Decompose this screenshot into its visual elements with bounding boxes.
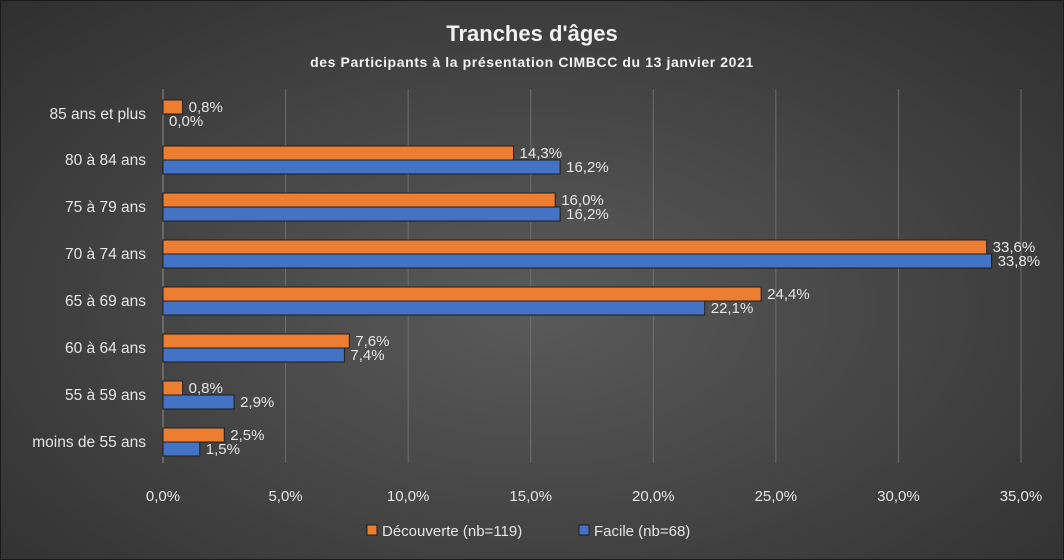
data-label: 16,2%: [566, 206, 609, 223]
data-label: 7,6%: [355, 333, 389, 350]
x-tick-label: 15,0%: [509, 488, 552, 505]
data-label: 33,6%: [993, 239, 1036, 256]
bar-decouverte: [162, 333, 350, 349]
data-label: 0,8%: [189, 380, 223, 397]
data-label: 0,8%: [189, 99, 223, 116]
data-label: 0,0%: [169, 113, 203, 130]
bar-facile: [162, 347, 345, 363]
bar-facile: [162, 394, 235, 410]
gridlines: [162, 89, 1022, 463]
bar-facile: [162, 253, 993, 269]
data-label: 22,1%: [711, 300, 754, 317]
data-label: 2,9%: [240, 394, 274, 411]
data-label: 24,4%: [767, 286, 810, 303]
legend-swatch-facile: [578, 524, 590, 536]
x-tick-label: 35,0%: [1000, 488, 1043, 505]
bar-decouverte: [162, 145, 515, 161]
data-label: 16,2%: [566, 159, 609, 176]
legend: Découverte (nb=119) Facile (nb=68): [366, 523, 690, 540]
category-label: 55 à 59 ans: [65, 387, 146, 404]
x-tick-label: 25,0%: [755, 488, 798, 505]
legend-swatch-decouverte: [366, 524, 378, 536]
bar-facile: [162, 300, 706, 316]
data-label: 1,5%: [206, 441, 240, 458]
bars: [162, 99, 993, 457]
bar-decouverte: [162, 427, 225, 443]
category-label: 60 à 64 ans: [65, 340, 146, 357]
data-label: 7,4%: [350, 347, 384, 364]
category-label: moins de 55 ans: [32, 434, 146, 451]
data-label: 2,5%: [230, 427, 264, 444]
bar-facile: [162, 206, 561, 222]
chart-title: Tranches d'âges: [446, 21, 618, 46]
legend-label-facile: Facile (nb=68): [594, 523, 690, 540]
x-tick-label: 0,0%: [146, 488, 180, 505]
x-tick-label: 30,0%: [877, 488, 920, 505]
category-label: 65 à 69 ans: [65, 293, 146, 310]
x-tick-label: 5,0%: [268, 488, 302, 505]
legend-label-decouverte: Découverte (nb=119): [382, 523, 522, 540]
data-label: 14,3%: [520, 145, 563, 162]
data-label: 16,0%: [561, 192, 604, 209]
category-label: 80 à 84 ans: [65, 152, 146, 169]
data-label: 33,8%: [998, 253, 1041, 270]
x-tick-label: 10,0%: [387, 488, 430, 505]
chart-subtitle: des Participants à la présentation CIMBC…: [310, 54, 754, 70]
category-label: 85 ans et plus: [49, 106, 146, 123]
bar-decouverte: [162, 239, 988, 255]
bar-decouverte: [162, 380, 184, 396]
bar-decouverte: [162, 99, 184, 115]
category-label: 70 à 74 ans: [65, 246, 146, 263]
bar-decouverte: [162, 192, 556, 208]
bar-decouverte: [162, 286, 762, 302]
bar-facile: [162, 441, 201, 457]
category-label: 75 à 79 ans: [65, 199, 146, 216]
labels: 0,0% 5,0% 10,0% 15,0% 20,0% 25,0% 30,0% 35,0% 85…: [32, 99, 1042, 505]
bar-facile: [162, 159, 561, 175]
x-tick-label: 20,0%: [632, 488, 675, 505]
